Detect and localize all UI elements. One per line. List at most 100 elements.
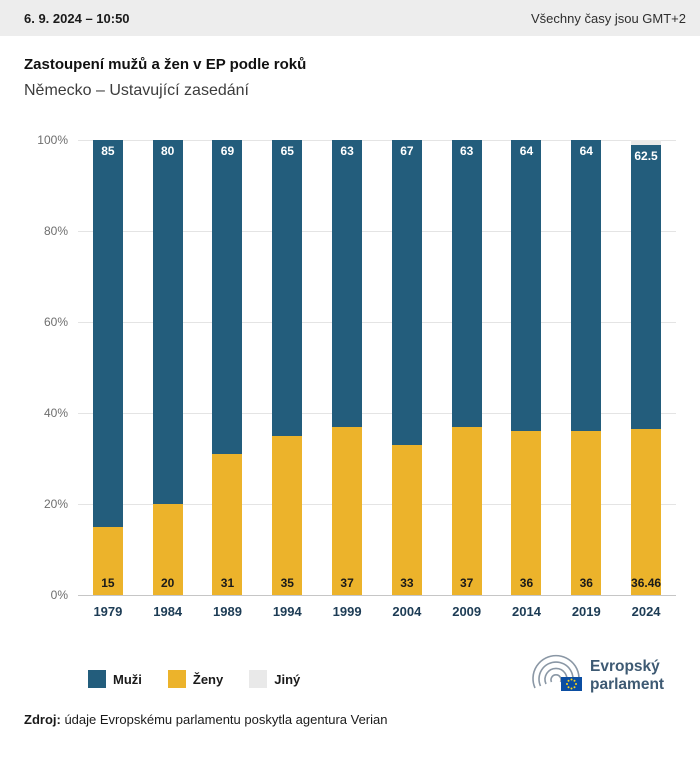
bar-2009: 63 37	[451, 140, 482, 595]
bar-column-2009: 63 37 2009	[437, 140, 497, 619]
bar-segment-men: 65	[272, 140, 303, 436]
bar-segment-men: 63	[451, 140, 482, 427]
gridline-20	[78, 504, 676, 505]
y-axis-tick-0: 0%	[50, 588, 68, 602]
x-axis-label-1984: 1984	[153, 604, 183, 619]
logo-text-line1: Evropský	[590, 658, 660, 675]
source-label: Zdroj:	[24, 712, 61, 727]
top-bar: 6. 9. 2024 – 10:50 Všechny časy jsou GMT…	[0, 0, 700, 36]
bar-value-label: 36	[579, 576, 593, 590]
bar-segment-men: 80	[152, 140, 183, 504]
legend-item-0: Muži	[88, 670, 142, 688]
bar-segment-women: 36	[511, 431, 542, 595]
bar-column-1989: 69 31 1989	[198, 140, 258, 619]
eu-flag-stars	[566, 678, 577, 690]
bar-segment-men: 67	[391, 140, 422, 445]
title-block: Zastoupení mužů a žen v EP podle roků Ně…	[0, 36, 700, 100]
eu-flag	[561, 677, 582, 691]
bar-segment-men: 62.5	[631, 144, 662, 430]
bar-segment-men: 64	[511, 140, 542, 432]
bar-segment-men: 85	[92, 140, 123, 527]
bar-value-label: 15	[101, 576, 115, 590]
bar-1999: 63 37	[332, 140, 363, 595]
x-axis-label-2019: 2019	[571, 604, 601, 619]
source-line: Zdroj: údaje Evropskému parlamentu posky…	[24, 712, 676, 727]
bar-2019: 64 36	[571, 140, 602, 595]
gridline-0	[78, 595, 676, 596]
bar-segment-women: 36	[571, 431, 602, 595]
bar-segment-men: 63	[332, 140, 363, 427]
y-axis-tick-100: 100%	[37, 133, 68, 147]
bar-value-label: 85	[101, 144, 115, 158]
bar-column-1999: 63 37 1999	[317, 140, 377, 619]
gridline-60	[78, 322, 676, 323]
bar-value-label: 37	[459, 576, 474, 590]
legend-label: Muži	[113, 671, 142, 687]
bar-value-label: 69	[220, 144, 235, 159]
bar-2024: 62.5 36.46	[631, 140, 661, 595]
x-axis-label-2004: 2004	[392, 604, 422, 619]
bar-value-label: 36	[519, 576, 534, 590]
bar-value-label: 63	[459, 144, 474, 159]
y-axis-tick-20: 20%	[43, 497, 68, 511]
bar-segment-women: 37	[332, 426, 363, 595]
bar-value-label: 64	[519, 144, 534, 159]
legend-item-1: Ženy	[167, 670, 224, 688]
bar-column-1984: 80 20 1984	[138, 140, 198, 619]
bars-container: 85 15 1979 80 20 1984 69 31 1989 65 35 1994 63 37 1999…	[78, 140, 676, 619]
bar-segment-women: 20	[152, 504, 183, 595]
bar-value-label: 33	[400, 576, 414, 590]
ep-logo-graphic: Evropský parlament	[532, 654, 664, 693]
stacked-bar-chart: 85 15 1979 80 20 1984 69 31 1989 65 35 1994 63 37 1999…	[24, 133, 676, 632]
bar-segment-other	[631, 140, 662, 145]
page-subtitle: Německo – Ustavující zasedání	[24, 82, 249, 99]
bar-segment-women: 31	[212, 453, 243, 595]
y-axis-tick-60: 60%	[43, 315, 68, 329]
bar-value-label: 67	[400, 144, 414, 159]
bar-column-2019: 64 36 2019	[556, 140, 616, 619]
legend: Muži Ženy Jiný	[88, 662, 676, 688]
bar-segment-men: 64	[571, 140, 602, 432]
gridline-80	[78, 231, 676, 232]
source-text: údaje Evropskému parlamentu poskytla age…	[64, 712, 388, 727]
legend-label: Ženy	[192, 671, 224, 687]
x-axis-label-2009: 2009	[452, 604, 482, 619]
bar-value-label: 37	[340, 576, 354, 590]
bar-2004: 67 33	[391, 140, 422, 595]
bar-column-1994: 65 35 1994	[257, 140, 317, 619]
bar-value-label: 64	[579, 144, 593, 159]
bar-segment-women: 33	[391, 444, 422, 595]
bar-1979: 85 15	[92, 140, 123, 595]
logo-text-line2: parlament	[590, 676, 664, 693]
bar-column-2024: 62.5 36.46 2024	[616, 140, 676, 619]
bar-value-label: 65	[280, 144, 294, 158]
x-axis-label-1994: 1994	[272, 604, 302, 619]
legend-swatch	[249, 670, 268, 688]
timezone-note: Všechny časy jsou GMT+2	[531, 10, 686, 26]
datetime-label: 6. 9. 2024 – 10:50	[24, 10, 130, 26]
bar-1989: 69 31	[212, 140, 243, 595]
legend-item-2: Jiný	[249, 670, 300, 688]
bar-value-label: 35	[280, 576, 294, 590]
bar-value-label: 36.46	[631, 576, 662, 590]
bar-segment-women: 35	[272, 435, 303, 595]
x-axis-label-1999: 1999	[332, 604, 362, 619]
bar-value-label: 62.5	[634, 148, 658, 163]
bar-column-1979: 85 15 1979	[78, 140, 138, 619]
bar-segment-women: 36.46	[631, 429, 661, 595]
x-axis-label-1979: 1979	[93, 604, 123, 619]
bar-column-2014: 64 36 2014	[497, 140, 557, 619]
bar-value-label: 20	[161, 576, 175, 590]
bar-value-label: 63	[340, 144, 354, 159]
legend-label: Jiný	[274, 671, 301, 687]
bar-segment-women: 37	[451, 426, 482, 595]
x-axis-label-1989: 1989	[213, 604, 242, 619]
plot-area: 85 15 1979 80 20 1984 69 31 1989 65 35 1994 63 37 1999…	[78, 140, 676, 619]
y-axis-tick-40: 40%	[43, 406, 68, 420]
footer: Muži Ženy Jiný Zdroj: údaje Evropskému par…	[24, 654, 676, 772]
bar-value-label: 31	[220, 576, 235, 590]
ep-logo: Evropský parlament	[524, 648, 676, 705]
bar-column-2004: 67 33 2004	[377, 140, 437, 619]
x-axis-label-2024: 2024	[631, 604, 661, 619]
page-title: Zastoupení mužů a žen v EP podle roků	[24, 56, 307, 73]
